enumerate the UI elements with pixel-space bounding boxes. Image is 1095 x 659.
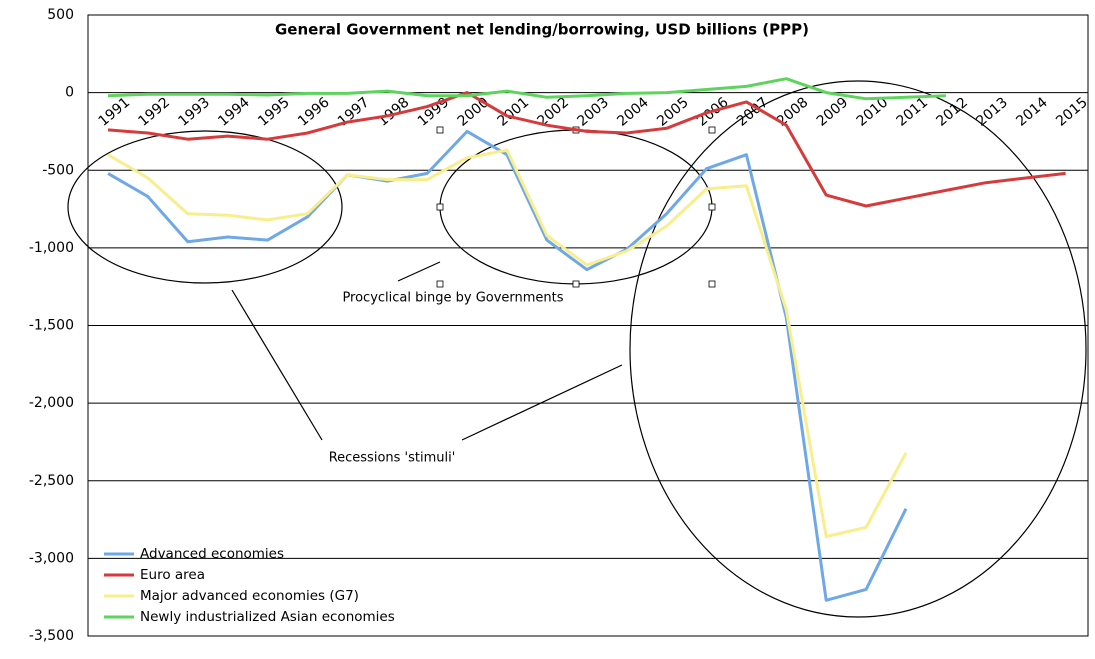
y-tick-label: 0: [65, 85, 74, 101]
x-tick-label: 2003: [574, 94, 612, 129]
annotation: Procyclical binge by Governments: [342, 291, 563, 306]
annotation: Recessions 'stimuli': [329, 451, 456, 466]
ellipse: [629, 80, 1087, 618]
y-tick-label: -2,500: [29, 473, 74, 489]
x-tick-label: 2011: [894, 94, 932, 129]
chart-title: General Government net lending/borrowing…: [275, 21, 809, 39]
x-tick-label: 1993: [175, 94, 213, 129]
x-tick-label: 2013: [973, 94, 1011, 129]
x-tick-label: 2008: [774, 94, 812, 129]
series-line: [107, 148, 908, 539]
x-tick-label: 2004: [614, 94, 652, 129]
series-line: [107, 77, 946, 101]
y-tick-label: 500: [47, 7, 74, 23]
x-tick-label: 1991: [96, 94, 134, 129]
y-tick-label: -2,000: [29, 395, 74, 411]
y-tick-label: -500: [42, 162, 74, 178]
legend-label: Major advanced economies (G7): [140, 588, 359, 604]
ellipse: [67, 130, 343, 284]
y-tick-label: -3,500: [29, 628, 74, 644]
y-tick-label: -3,000: [29, 550, 74, 566]
legend-label: Advanced economies: [140, 546, 284, 562]
plot-frame: [87, 14, 1089, 637]
pointer: [461, 364, 623, 441]
x-tick-label: 2009: [814, 94, 852, 129]
series-line: [107, 129, 908, 602]
annotation-shapes: [67, 80, 1087, 618]
x-tick-label: 2000: [455, 94, 493, 129]
y-tick-label: -1,000: [29, 240, 74, 256]
x-tick-label: 1992: [135, 94, 173, 129]
pointer: [231, 289, 323, 441]
pointer: [397, 261, 441, 282]
x-tick-label: 2015: [1053, 94, 1091, 129]
series-line: [107, 91, 1066, 208]
x-tick-label: 1996: [295, 94, 333, 129]
y-tick-label: -1,500: [29, 318, 74, 334]
x-tick-label: 2014: [1013, 94, 1051, 129]
legend-label: Euro area: [140, 567, 205, 583]
legend-label: Newly industrialized Asian economies: [140, 609, 395, 625]
x-tick-label: 1995: [255, 94, 293, 129]
x-tick-label: 1994: [215, 94, 253, 129]
